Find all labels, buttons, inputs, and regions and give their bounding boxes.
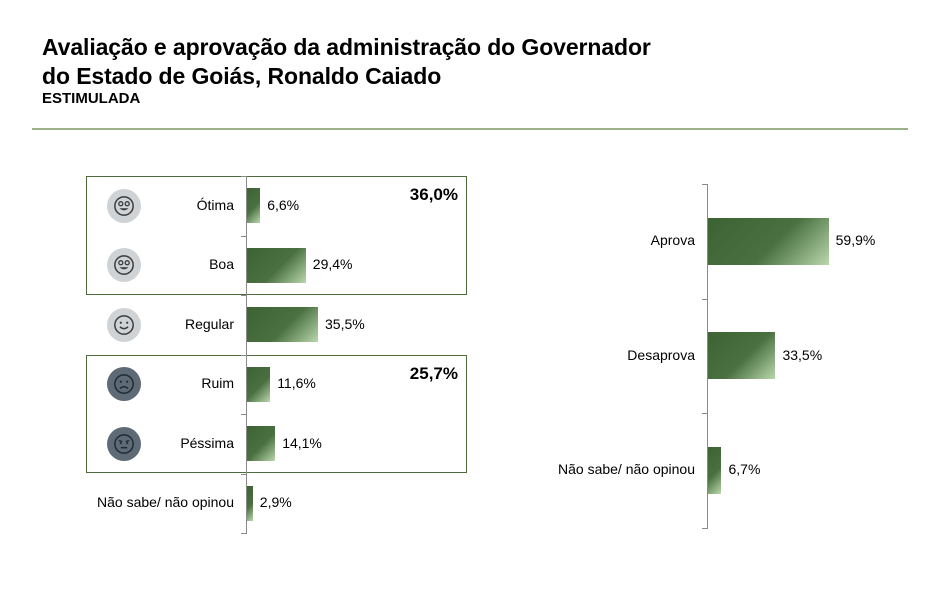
evaluation-value-label: 35,5% [325,315,365,332]
positive-group-box [86,176,467,295]
evaluation-category-label: Regular [184,315,234,332]
positive-group-total: 36,0% [409,185,458,204]
evaluation-axis-tick [241,176,247,177]
approval-axis-tick [702,413,708,414]
evaluation-bar [247,426,276,462]
evaluation-axis-tick [241,235,247,237]
chart-title: Avaliação e aprovação da administração d… [42,33,651,91]
evaluation-value-label: 29,4% [312,256,353,273]
evaluation-category-label: Boa [209,256,234,273]
evaluation-axis-tick [241,473,247,475]
approval-value-label: 33,5% [782,346,823,363]
header-divider [32,128,908,130]
evaluation-value-label: 2,9% [259,494,292,511]
evaluation-bar [247,307,318,343]
evaluation-category-label: Ruim [201,375,234,392]
chart-title-line-1: Avaliação e aprovação da administração d… [42,34,651,60]
approval-category-label: Aprova [650,232,695,249]
grin-face-icon [107,188,141,223]
approval-bar [708,217,829,265]
approval-value-label: 6,7% [728,461,761,478]
evaluation-bar [247,188,261,224]
evaluation-category-label: Ótima [196,196,234,213]
approval-value-label: 59,9% [835,232,876,249]
approval-axis-tick [702,184,708,185]
evaluation-value-label: 6,6% [267,196,300,213]
approval-bar [708,332,776,380]
approval-axis-tick [702,298,708,300]
approval-axis [707,184,708,528]
neutral-face-icon [107,426,141,461]
evaluation-category-label: Péssima [180,434,234,451]
frown-face-icon [107,367,141,402]
approval-category-label: Não sabe/ não opinou [558,461,695,478]
approval-axis-tick [702,527,708,529]
evaluation-axis-tick [241,354,247,356]
evaluation-axis-tick [241,533,247,534]
approval-category-label: Desaprova [627,346,695,363]
grin-face-icon [107,248,141,283]
approval-bar [708,446,722,494]
evaluation-bar [247,247,306,283]
evaluation-bar [247,485,253,521]
evaluation-axis-tick [241,414,247,415]
smile-face-icon [107,307,141,342]
negative-group-box [86,355,467,473]
evaluation-axis-tick [241,295,247,296]
negative-group-total: 25,7% [409,364,458,383]
chart-subtitle: ESTIMULADA [42,90,141,107]
evaluation-value-label: 11,6% [277,375,316,392]
evaluation-category-label: Não sabe/ não opinou [97,494,234,511]
chart-title-line-2: do Estado de Goiás, Ronaldo Caiado [42,63,442,89]
evaluation-value-label: 14,1% [282,434,322,451]
evaluation-bar [247,366,271,402]
